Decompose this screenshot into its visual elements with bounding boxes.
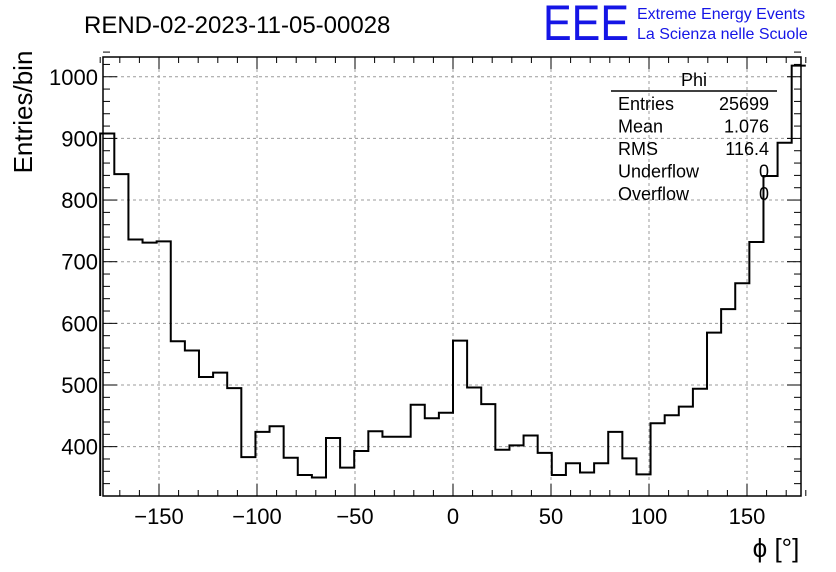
stats-label: Overflow xyxy=(618,184,690,204)
plot-border xyxy=(102,56,802,497)
histogram-bin xyxy=(128,240,142,496)
histogram-bin xyxy=(312,477,326,496)
y-tick-label: 800 xyxy=(61,188,98,213)
y-tick-label: 1000 xyxy=(49,65,98,90)
histogram-bin xyxy=(665,415,679,496)
histogram-bin xyxy=(199,377,213,496)
histogram-bin xyxy=(157,241,171,496)
histogram-bin xyxy=(495,450,509,496)
x-tick-label: 50 xyxy=(539,504,563,529)
y-tick-label: 900 xyxy=(61,126,98,151)
stats-value: 0 xyxy=(759,162,769,182)
histogram-bin xyxy=(707,333,721,496)
stats-label: Mean xyxy=(618,117,663,137)
histogram-bin xyxy=(439,413,453,496)
stats-rows: Entries 25699 Mean 1.076 RMS 116.4 Underflow 0 O… xyxy=(618,94,769,204)
stats-value: 0 xyxy=(759,184,769,204)
y-tick-label: 600 xyxy=(61,311,98,336)
plot-frame xyxy=(102,56,802,497)
y-axis-title: Entries/bin xyxy=(8,51,38,174)
x-tick-label: −50 xyxy=(336,504,373,529)
stats-box: Phi Entries 25699 Mean 1.076 RMS 116.4 Underfl… xyxy=(611,70,777,204)
stats-title: Phi xyxy=(681,70,707,90)
histogram-bin xyxy=(354,451,368,496)
histogram-series xyxy=(99,64,806,496)
histogram-bin xyxy=(213,373,227,496)
y-tick-label: 700 xyxy=(61,250,98,275)
histogram-bin xyxy=(241,457,255,496)
histogram-bin xyxy=(679,407,693,496)
histogram-bin xyxy=(552,475,566,496)
histogram-bin xyxy=(721,309,735,496)
x-tick-label: −100 xyxy=(232,504,282,529)
eee-logo: EEE Extreme Energy Events La Scienza nel… xyxy=(543,0,808,51)
histogram-bin xyxy=(143,243,157,496)
histogram-bin xyxy=(114,174,128,496)
histogram-bin xyxy=(453,341,467,496)
histogram-bin xyxy=(270,426,284,496)
histogram-bin xyxy=(749,242,763,496)
stats-label: Entries xyxy=(618,94,674,114)
histogram-bin xyxy=(284,458,298,496)
logo-line1: Extreme Energy Events xyxy=(637,6,805,23)
histogram-bin xyxy=(509,445,523,496)
histogram-bin xyxy=(467,387,481,496)
histogram-bin xyxy=(368,431,382,496)
chart-title: REND-02-2023-11-05-00028 xyxy=(84,12,390,39)
histogram-bin xyxy=(382,437,396,496)
x-tick-label: 150 xyxy=(729,504,766,529)
histogram-bin xyxy=(735,283,749,496)
histogram-bin xyxy=(185,350,199,496)
axis-ticks xyxy=(99,51,807,496)
histogram-bin xyxy=(298,475,312,496)
x-axis-title: ϕ [°] xyxy=(753,533,800,563)
histogram-bin xyxy=(608,432,622,496)
histogram-bin xyxy=(693,389,707,496)
x-tick-label: −150 xyxy=(134,504,184,529)
histogram-bin xyxy=(792,66,806,496)
histogram-bin xyxy=(171,341,185,496)
histogram-bin xyxy=(538,453,552,496)
stats-value: 25699 xyxy=(719,94,769,114)
tick-labels: −150 −100 −50 0 50 100 150 400 500 600 700 800 900 10… xyxy=(49,65,765,529)
histogram-bin xyxy=(340,468,354,496)
histogram-bin xyxy=(636,474,650,496)
stats-value: 1.076 xyxy=(724,117,769,137)
histogram-line xyxy=(99,64,806,496)
histogram-bin xyxy=(566,463,580,496)
histogram-bin xyxy=(397,437,411,496)
histogram-bin xyxy=(594,463,608,496)
histogram-bin xyxy=(524,436,538,496)
x-tick-label: 0 xyxy=(447,504,459,529)
stats-value: 116.4 xyxy=(725,139,769,159)
histogram-bin xyxy=(425,418,439,496)
x-tick-label: 100 xyxy=(631,504,668,529)
histogram-bin xyxy=(411,405,425,496)
histogram-bin xyxy=(778,143,792,496)
histogram-bin xyxy=(326,438,340,496)
histogram-bin xyxy=(580,473,594,496)
histogram-bin xyxy=(227,388,241,496)
histogram-bin xyxy=(763,176,777,496)
logo-mark: EEE xyxy=(543,0,629,51)
stats-label: RMS xyxy=(618,139,658,159)
histogram-bin xyxy=(481,404,495,496)
y-tick-label: 400 xyxy=(61,435,98,460)
histogram-bin xyxy=(255,432,269,496)
y-tick-label: 500 xyxy=(61,373,98,398)
histogram-bin xyxy=(651,423,665,496)
logo-line2: La Scienza nelle Scuole xyxy=(637,26,808,43)
stats-label: Underflow xyxy=(618,162,700,182)
grid-lines xyxy=(103,57,801,496)
